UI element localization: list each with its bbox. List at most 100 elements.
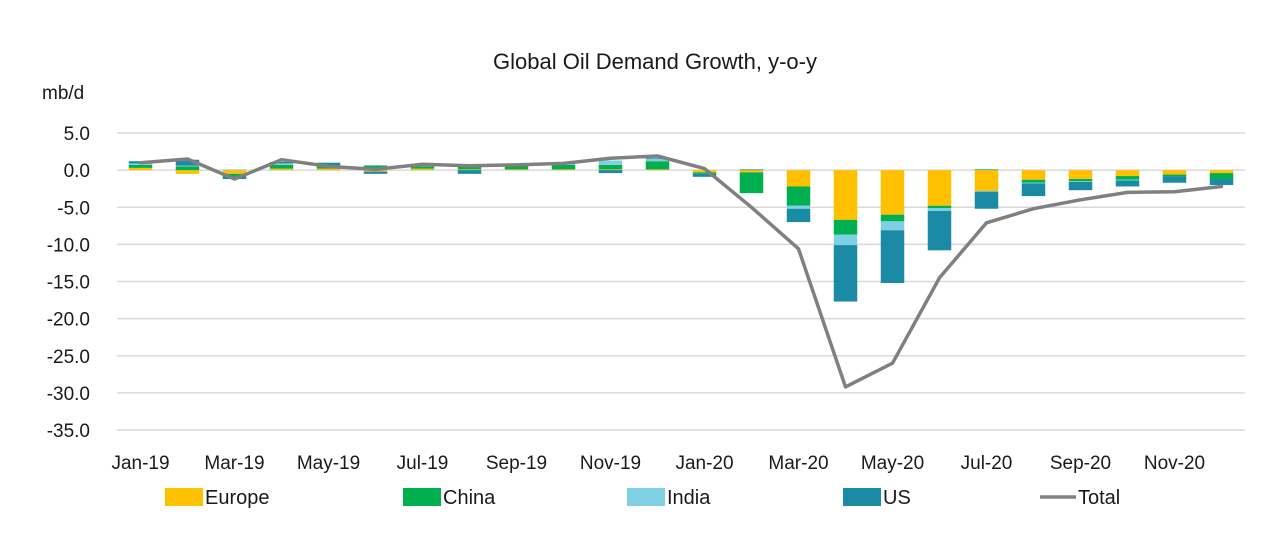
bar-china-feb-20 xyxy=(739,172,764,194)
x-tick-label: Mar-20 xyxy=(768,453,828,474)
x-tick-label: Jul-20 xyxy=(961,453,1013,474)
bar-india-apr-19 xyxy=(269,163,294,165)
bar-europe-mar-20 xyxy=(786,170,811,187)
bar-us-aug-20 xyxy=(1021,183,1046,197)
bar-europe-may-19 xyxy=(316,168,341,171)
bar-china-apr-20 xyxy=(833,219,858,235)
bar-us-jan-20 xyxy=(692,173,717,177)
bar-europe-jan-19 xyxy=(128,167,153,171)
bar-china-oct-19 xyxy=(551,164,576,170)
x-axis-ticks: Jan-19 Mar-19 May-19 Jul-19 Sep-19 Nov-19 Jan-… xyxy=(111,453,1205,474)
bar-europe-may-20 xyxy=(880,170,905,215)
bar-us-nov-20 xyxy=(1162,176,1187,183)
bar-india-oct-20 xyxy=(1115,179,1140,181)
legend-swatch-us xyxy=(843,488,881,506)
bar-europe-nov-20 xyxy=(1162,170,1187,175)
bar-us-mar-20 xyxy=(786,208,811,223)
legend-swatch-europe xyxy=(165,488,203,506)
gridlines xyxy=(117,132,1245,431)
y-tick-label: -15.0 xyxy=(47,273,90,294)
y-tick-label: -25.0 xyxy=(47,347,90,368)
bar-us-may-19 xyxy=(316,162,341,166)
bar-india-sep-20 xyxy=(1068,181,1093,183)
bar-europe-mar-19 xyxy=(222,170,247,174)
bar-india-jun-20 xyxy=(927,207,952,211)
bar-india-jul-19 xyxy=(410,165,435,167)
x-tick-label: Jan-20 xyxy=(675,453,733,474)
bar-europe-jun-20 xyxy=(927,170,952,206)
legend-label-europe: Europe xyxy=(205,487,270,509)
bar-india-nov-19 xyxy=(598,160,623,165)
bar-china-jul-20 xyxy=(974,169,999,171)
bar-china-dec-19 xyxy=(645,161,670,170)
bar-series xyxy=(128,158,1234,302)
bar-europe-jul-19 xyxy=(410,168,435,171)
legend-label-total: Total xyxy=(1078,487,1120,509)
bar-us-nov-19 xyxy=(598,170,623,174)
bar-india-feb-19 xyxy=(175,165,200,167)
bar-europe-jan-20 xyxy=(692,170,717,173)
bar-china-aug-20 xyxy=(1021,179,1046,183)
y-unit-label: mb/d xyxy=(42,83,84,104)
bar-us-sep-20 xyxy=(1068,182,1093,191)
bar-china-jul-19 xyxy=(410,166,435,169)
bar-china-sep-20 xyxy=(1068,179,1093,182)
bar-china-aug-19 xyxy=(457,166,482,170)
bar-us-feb-20 xyxy=(739,169,764,171)
bar-europe-nov-19 xyxy=(598,169,623,171)
bar-china-oct-20 xyxy=(1115,176,1140,180)
legend-label-india: India xyxy=(667,487,711,509)
bar-china-dec-20 xyxy=(1209,173,1234,180)
legend: Europe China India US Total xyxy=(165,487,1120,509)
bar-us-apr-19 xyxy=(269,161,294,164)
bar-india-may-20 xyxy=(880,221,905,231)
x-tick-label: May-19 xyxy=(297,453,360,474)
bar-us-apr-20 xyxy=(833,245,858,302)
bar-us-jun-20 xyxy=(927,210,952,251)
bar-europe-feb-19 xyxy=(175,170,200,174)
bar-europe-aug-19 xyxy=(457,169,482,171)
bar-europe-sep-19 xyxy=(504,169,529,171)
bar-china-jan-19 xyxy=(128,164,153,168)
bar-india-apr-20 xyxy=(833,234,858,246)
legend-swatch-china xyxy=(403,488,441,506)
legend-swatch-india xyxy=(627,488,665,506)
y-axis-ticks: 5.0 0.0 -5.0 -10.0 -15.0 -20.0 -25.0 -30.0 -35.0 xyxy=(47,124,90,442)
bar-china-nov-20 xyxy=(1162,174,1187,177)
bar-us-dec-19 xyxy=(645,158,670,159)
x-tick-label: Nov-19 xyxy=(580,453,641,474)
bar-us-feb-19 xyxy=(175,159,200,166)
bar-europe-apr-19 xyxy=(269,168,294,171)
bar-us-oct-20 xyxy=(1115,180,1140,187)
bar-china-apr-19 xyxy=(269,164,294,169)
bar-europe-feb-20 xyxy=(739,170,764,173)
line-series xyxy=(138,154,1224,389)
bar-us-may-20 xyxy=(880,230,905,283)
bar-china-jun-20 xyxy=(927,205,952,208)
x-tick-label: May-20 xyxy=(861,453,924,474)
bar-europe-apr-20 xyxy=(833,170,858,220)
y-tick-label: 0.0 xyxy=(64,161,90,182)
x-tick-label: Jan-19 xyxy=(111,453,169,474)
bar-china-mar-19 xyxy=(222,173,247,177)
bar-china-nov-19 xyxy=(598,164,623,170)
bar-europe-aug-20 xyxy=(1021,170,1046,180)
chart-title: Global Oil Demand Growth, y-o-y xyxy=(493,49,817,74)
bar-us-jul-20 xyxy=(974,191,999,209)
bar-india-dec-19 xyxy=(645,158,670,162)
bar-europe-dec-19 xyxy=(645,169,670,171)
bar-us-dec-20 xyxy=(1209,179,1234,185)
bar-us-aug-19 xyxy=(457,170,482,174)
bar-europe-oct-19 xyxy=(551,169,576,171)
bar-china-mar-20 xyxy=(786,186,811,206)
y-tick-label: -5.0 xyxy=(57,198,90,219)
bar-india-aug-20 xyxy=(1021,182,1046,184)
bar-india-mar-19 xyxy=(222,169,247,171)
line-total xyxy=(138,154,1224,389)
x-tick-label: Nov-20 xyxy=(1144,453,1205,474)
y-tick-label: -30.0 xyxy=(47,384,90,405)
bar-china-jan-20 xyxy=(692,172,717,174)
x-tick-label: Mar-19 xyxy=(204,453,264,474)
bar-us-jun-19 xyxy=(363,171,388,174)
